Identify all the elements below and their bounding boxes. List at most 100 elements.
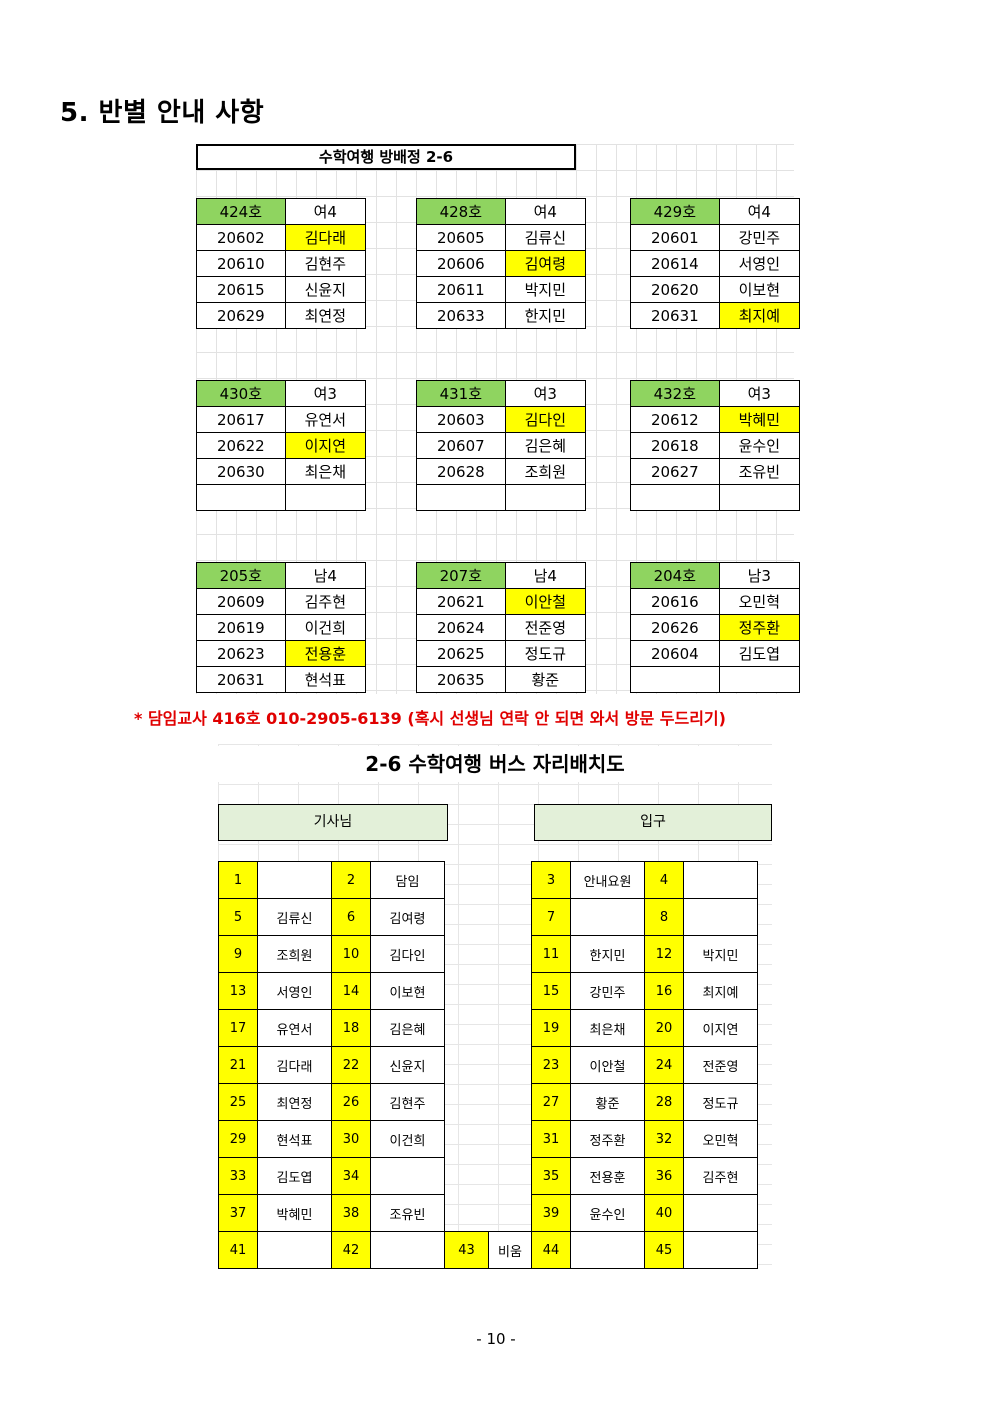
student-name: 김여령 [504, 250, 587, 277]
aisle [445, 1047, 489, 1084]
room-type: 여3 [718, 380, 801, 407]
student-name: 정도규 [504, 640, 587, 667]
seat-number: 27 [531, 1083, 571, 1121]
seat-number: 35 [531, 1157, 571, 1195]
student-id: 20618 [630, 432, 720, 459]
seat-number: 39 [531, 1194, 571, 1232]
seat-occupant [683, 1231, 758, 1269]
seat-occupant [370, 1231, 445, 1269]
seat-occupant: 김은혜 [370, 1009, 445, 1047]
seat-occupant: 최연정 [257, 1083, 332, 1121]
student-id: 20624 [416, 614, 506, 641]
student-id: 20631 [196, 666, 286, 693]
room-table: 424호 여4 20602 김다래 20610 김현주 20615 신윤지 20629 최연정 [196, 198, 367, 329]
seat-occupant: 박혜민 [257, 1194, 332, 1232]
room-member-row: 20633 한지민 [416, 302, 587, 329]
student-id [196, 484, 286, 511]
seat-number: 4 [644, 861, 684, 899]
room-member-row: 20617 유연서 [196, 406, 367, 433]
seat-number: 16 [644, 972, 684, 1010]
seat-number: 17 [218, 1009, 258, 1047]
seat-occupant: 전용훈 [570, 1157, 645, 1195]
seat-occupant: 최은채 [570, 1009, 645, 1047]
seat-number: 10 [331, 935, 371, 973]
seat-occupant: 정주환 [570, 1120, 645, 1158]
room-member-row: 20603 김다인 [416, 406, 587, 433]
seat-occupant: 조희원 [257, 935, 332, 973]
seat-occupant [683, 861, 758, 899]
seat-number: 38 [331, 1194, 371, 1232]
seat-number: 42 [331, 1231, 371, 1269]
seat-occupant: 서영인 [257, 972, 332, 1010]
student-name: 최은채 [284, 458, 367, 485]
seat-number: 30 [331, 1120, 371, 1158]
room-member-row: 20611 박지민 [416, 276, 587, 303]
seat-row: 1 2 담임 3 안내요원 4 [218, 861, 758, 899]
aisle [445, 973, 489, 1010]
room-type: 남3 [718, 562, 801, 589]
room-member-row: 20630 최은채 [196, 458, 367, 485]
page-number: - 10 - [476, 1330, 516, 1348]
room-member-row: 20612 박혜민 [630, 406, 801, 433]
room-type: 남4 [284, 562, 367, 589]
seat-number: 11 [531, 935, 571, 973]
student-name: 정주환 [718, 614, 801, 641]
student-id: 20602 [196, 224, 286, 251]
room-type: 여3 [504, 380, 587, 407]
seat-occupant: 조유빈 [370, 1194, 445, 1232]
room-member-row: 20605 김류신 [416, 224, 587, 251]
aisle [489, 1010, 532, 1047]
room-member-row: 20627 조유빈 [630, 458, 801, 485]
student-name: 박지민 [504, 276, 587, 303]
student-id: 20625 [416, 640, 506, 667]
aisle [489, 1047, 532, 1084]
student-id: 20627 [630, 458, 720, 485]
room-assignment-sheet: 수학여행 방배정 2-6 424호 여4 20602 김다래 20610 김현주 20615… [196, 144, 801, 694]
seat-number: 23 [531, 1046, 571, 1084]
room-member-row: 20609 김주현 [196, 588, 367, 615]
seat-number: 6 [331, 898, 371, 936]
seat-occupant [257, 861, 332, 899]
student-id: 20619 [196, 614, 286, 641]
seat-number: 12 [644, 935, 684, 973]
aisle [489, 1158, 532, 1195]
student-name: 김도엽 [718, 640, 801, 667]
section-title: 5. 반별 안내 사항 [60, 98, 265, 128]
seat-occupant: 담임 [370, 861, 445, 899]
aisle [489, 899, 532, 936]
seat-occupant [683, 898, 758, 936]
aisle [445, 1121, 489, 1158]
room-member-row [196, 484, 367, 511]
seat-occupant: 비움 [488, 1231, 532, 1269]
seat-number: 7 [531, 898, 571, 936]
student-id: 20621 [416, 588, 506, 615]
room-member-row: 20629 최연정 [196, 302, 367, 329]
aisle [445, 862, 489, 899]
bus-title: 2-6 수학여행 버스 자리배치도 [218, 746, 772, 782]
room-member-row: 20631 최지예 [630, 302, 801, 329]
seat-occupant: 최지예 [683, 972, 758, 1010]
seat-number: 34 [331, 1157, 371, 1195]
seat-occupant: 이보현 [370, 972, 445, 1010]
room-table: 205호 남4 20609 김주현 20619 이건희 20623 전용훈 20631 현석표 [196, 562, 367, 693]
seat-table: 1 2 담임 3 안내요원 4 5 김류신 6 김여령 7 8 9 조희원 10 김다인 11 한지민 12 박지민 1… [218, 861, 758, 1269]
room-type: 여4 [284, 198, 367, 225]
seat-occupant: 김주현 [683, 1157, 758, 1195]
student-name: 현석표 [284, 666, 367, 693]
room-member-row: 20619 이건희 [196, 614, 367, 641]
student-id: 20630 [196, 458, 286, 485]
student-name: 조유빈 [718, 458, 801, 485]
aisle [489, 1084, 532, 1121]
room-member-row: 20625 정도규 [416, 640, 587, 667]
seat-occupant: 오민혁 [683, 1120, 758, 1158]
seat-row: 17 유연서 18 김은혜 19 최은채 20 이지연 [218, 1009, 758, 1047]
room-number: 431호 [416, 380, 506, 407]
room-member-row: 20601 강민주 [630, 224, 801, 251]
student-id: 20617 [196, 406, 286, 433]
room-table: 430호 여3 20617 유연서 20622 이지연 20630 최은채 [196, 380, 367, 511]
student-id: 20623 [196, 640, 286, 667]
student-id: 20606 [416, 250, 506, 277]
room-member-row: 20607 김은혜 [416, 432, 587, 459]
seat-number: 44 [531, 1231, 571, 1269]
seat-number: 28 [644, 1083, 684, 1121]
